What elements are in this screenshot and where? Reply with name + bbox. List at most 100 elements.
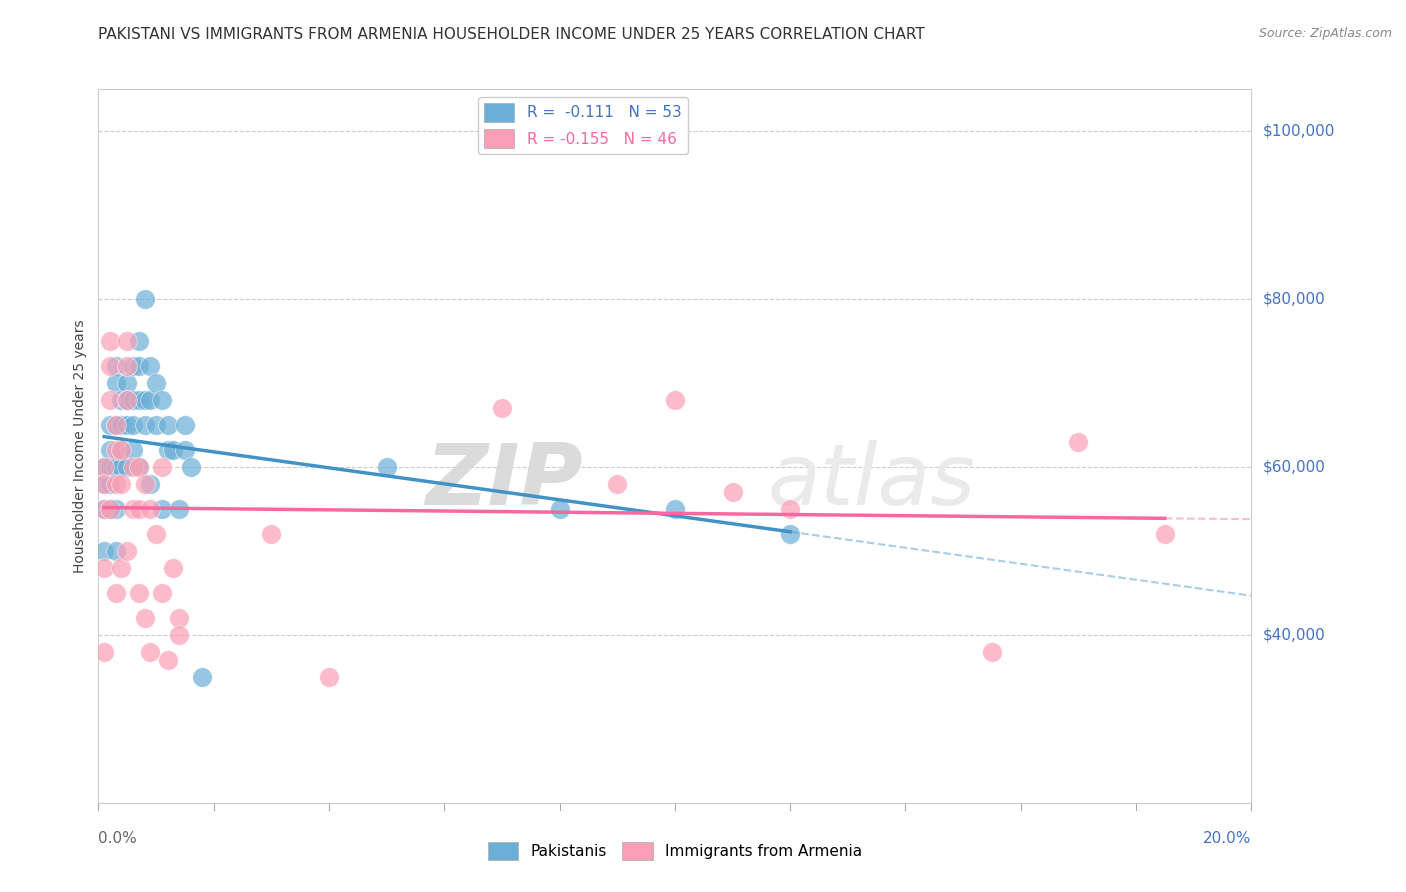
Point	[167, 502, 190, 516]
Point	[375, 460, 398, 475]
Point	[139, 359, 162, 374]
Text: $80,000: $80,000	[1263, 292, 1326, 307]
Point	[981, 645, 1004, 659]
Point	[104, 476, 127, 491]
Point	[145, 376, 167, 390]
Point	[128, 460, 150, 475]
Point	[93, 544, 115, 558]
Point	[117, 392, 138, 407]
Point	[134, 292, 156, 306]
Point	[134, 417, 156, 432]
Point	[779, 527, 801, 541]
Point	[117, 392, 138, 407]
Point	[128, 586, 150, 600]
Point	[110, 443, 132, 458]
Point	[117, 417, 138, 432]
Point	[664, 392, 686, 407]
Point	[128, 460, 150, 475]
Y-axis label: Householder Income Under 25 years: Householder Income Under 25 years	[73, 319, 87, 573]
Point	[548, 502, 571, 516]
Point	[110, 460, 132, 475]
Point	[721, 485, 744, 500]
Point	[104, 502, 127, 516]
Point	[93, 476, 115, 491]
Point	[122, 417, 145, 432]
Point	[93, 476, 115, 491]
Point	[98, 443, 121, 458]
Text: atlas: atlas	[768, 440, 976, 524]
Point	[128, 334, 150, 348]
Point	[134, 392, 156, 407]
Point	[134, 476, 156, 491]
Point	[139, 502, 162, 516]
Point	[122, 359, 145, 374]
Point	[117, 376, 138, 390]
Point	[606, 476, 628, 491]
Point	[1067, 434, 1090, 449]
Text: Source: ZipAtlas.com: Source: ZipAtlas.com	[1258, 27, 1392, 40]
Point	[117, 359, 138, 374]
Point	[139, 645, 162, 659]
Point	[104, 417, 127, 432]
Point	[122, 392, 145, 407]
Point	[104, 544, 127, 558]
Point	[110, 443, 132, 458]
Point	[110, 392, 132, 407]
Point	[167, 611, 190, 625]
Point	[145, 417, 167, 432]
Point	[150, 460, 173, 475]
Point	[162, 560, 184, 574]
Point	[122, 460, 145, 475]
Point	[98, 334, 121, 348]
Text: 20.0%: 20.0%	[1204, 831, 1251, 847]
Point	[664, 502, 686, 516]
Point	[180, 460, 202, 475]
Point	[491, 401, 513, 416]
Point	[167, 628, 190, 642]
Point	[150, 586, 173, 600]
Point	[260, 527, 283, 541]
Point	[191, 670, 214, 684]
Point	[93, 460, 115, 475]
Point	[98, 476, 121, 491]
Point	[156, 417, 179, 432]
Point	[104, 443, 127, 458]
Point	[104, 586, 127, 600]
Text: $40,000: $40,000	[1263, 627, 1326, 642]
Point	[110, 560, 132, 574]
Point	[110, 476, 132, 491]
Point	[128, 502, 150, 516]
Point	[128, 359, 150, 374]
Point	[779, 502, 801, 516]
Text: $100,000: $100,000	[1263, 124, 1334, 138]
Point	[104, 376, 127, 390]
Point	[139, 476, 162, 491]
Point	[318, 670, 340, 684]
Point	[98, 460, 121, 475]
Point	[174, 443, 197, 458]
Point	[156, 443, 179, 458]
Point	[1153, 527, 1175, 541]
Text: 0.0%: 0.0%	[98, 831, 138, 847]
Point	[98, 359, 121, 374]
Point	[139, 392, 162, 407]
Point	[104, 417, 127, 432]
Point	[117, 334, 138, 348]
Point	[162, 443, 184, 458]
Point	[93, 460, 115, 475]
Point	[128, 392, 150, 407]
Point	[98, 392, 121, 407]
Text: ZIP: ZIP	[425, 440, 582, 524]
Point	[122, 443, 145, 458]
Point	[150, 502, 173, 516]
Point	[145, 527, 167, 541]
Point	[93, 502, 115, 516]
Point	[117, 544, 138, 558]
Text: $60,000: $60,000	[1263, 459, 1326, 475]
Point	[93, 645, 115, 659]
Text: PAKISTANI VS IMMIGRANTS FROM ARMENIA HOUSEHOLDER INCOME UNDER 25 YEARS CORRELATI: PAKISTANI VS IMMIGRANTS FROM ARMENIA HOU…	[98, 27, 925, 42]
Point	[150, 392, 173, 407]
Point	[174, 417, 197, 432]
Point	[110, 417, 132, 432]
Point	[104, 359, 127, 374]
